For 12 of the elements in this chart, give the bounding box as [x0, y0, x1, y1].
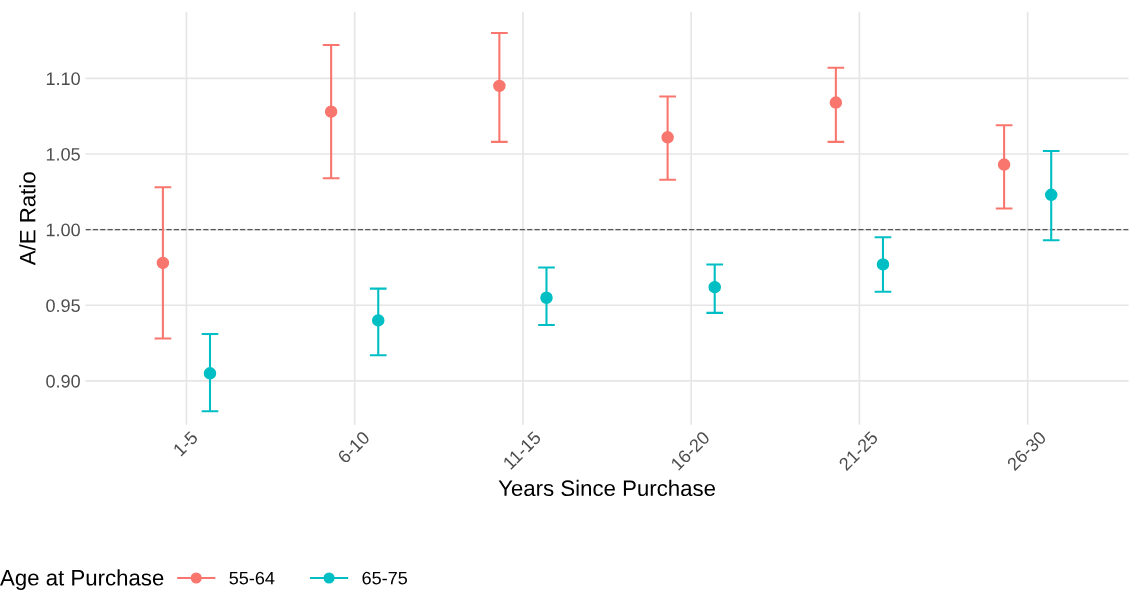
legend-label: 55-64: [229, 571, 275, 585]
legend-label: 65-75: [362, 571, 407, 585]
legend-title: Age at Purchase: [0, 569, 164, 590]
x-tick-label: 6-10: [336, 430, 371, 464]
y-tick-label: 1.10: [46, 72, 80, 86]
y-tick-label: 1.05: [46, 147, 80, 161]
y-tick-label: 0.95: [46, 299, 80, 313]
x-axis-title: Years Since Purchase: [498, 479, 715, 497]
y-tick-label: 0.90: [46, 374, 80, 388]
y-axis-title: A/E Ratio: [19, 172, 36, 266]
y-tick-label: 1.00: [46, 223, 80, 237]
x-tick-label: 1-5: [172, 430, 199, 457]
